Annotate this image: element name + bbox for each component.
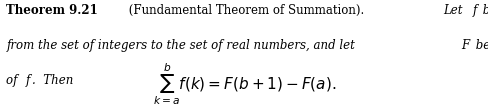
Text: (Fundamental Theorem of Summation).: (Fundamental Theorem of Summation).: [124, 4, 371, 17]
Text: of: of: [6, 74, 21, 87]
Text: F: F: [460, 39, 468, 52]
Text: be a function: be a function: [478, 4, 488, 17]
Text: f: f: [472, 4, 476, 17]
Text: Theorem 9.21: Theorem 9.21: [6, 4, 98, 17]
Text: f: f: [26, 74, 30, 87]
Text: Let: Let: [442, 4, 466, 17]
Text: $\sum_{k=a}^{b} f(k) = F(b+1) - F(a).$: $\sum_{k=a}^{b} f(k) = F(b+1) - F(a).$: [152, 61, 336, 107]
Text: .  Then: . Then: [32, 74, 73, 87]
Text: be an antidifference: be an antidifference: [471, 39, 488, 52]
Text: from the set of integers to the set of real numbers, and let: from the set of integers to the set of r…: [6, 39, 358, 52]
